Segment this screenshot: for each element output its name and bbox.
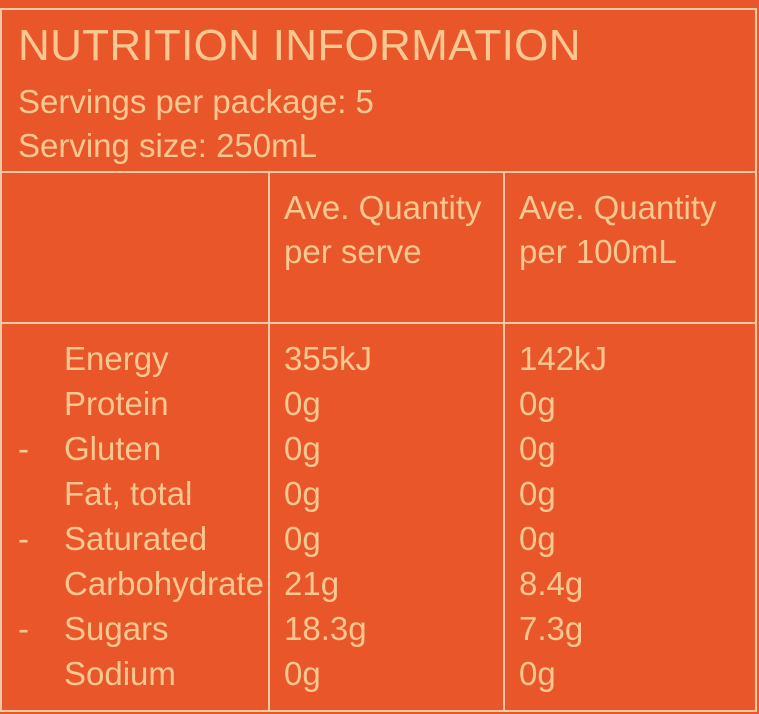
column-divider [268,173,270,712]
value-per-serve: 0g [284,475,321,512]
column-header-per-serve: Ave. Quantity per serve [284,189,482,270]
table-row: Protein 0g 0g [2,381,757,426]
nutrient-label: Energy [18,336,169,381]
column-divider [503,173,505,712]
nutrient-label: Fat, total [18,471,192,516]
table-row: Fat, total 0g 0g [2,471,757,516]
table-row: - Saturated 0g 0g [2,516,757,561]
nutrient-name: Protein [64,385,169,422]
nutrient-label: Protein [18,381,169,426]
value-per-serve: 0g [284,430,321,467]
panel-header: NUTRITION INFORMATION Servings per packa… [2,10,757,173]
panel-title: NUTRITION INFORMATION [18,21,581,70]
table-row: Sodium 0g 0g [2,651,757,696]
servings-per-package: Servings per package: 5 [18,83,374,120]
value-per-serve: 355kJ [284,340,373,377]
nutrient-name: Sugars [64,610,169,647]
nutrient-name: Carbohydrate [64,565,264,602]
nutrient-name: Sodium [64,655,176,692]
nutrient-name: Saturated [64,520,208,557]
value-per-serve: 0g [284,385,321,422]
nutrient-name: Gluten [64,430,162,467]
table-row: Carbohydrate 21g 8.4g [2,561,757,606]
value-per-serve: 0g [284,520,321,557]
column-header-per-100ml: Ave. Quantity per 100mL [519,189,717,270]
table-row: Energy 355kJ 142kJ [2,336,757,381]
value-per-serve: 0g [284,655,321,692]
table-row: - Sugars 18.3g 7.3g [2,606,757,651]
value-per-100ml: 8.4g [519,565,584,602]
nutrient-name: Energy [64,340,169,377]
nutrient-name: Fat, total [64,475,193,512]
header-divider [2,322,757,324]
sub-item-dash: - [18,430,29,467]
value-per-100ml: 0g [519,655,556,692]
serving-size: Serving size: 250mL [18,127,317,164]
nutrient-label: - Gluten [18,426,161,471]
table-row: - Gluten 0g 0g [2,426,757,471]
value-per-100ml: 0g [519,430,556,467]
value-per-100ml: 7.3g [519,610,584,647]
value-per-100ml: 0g [519,520,556,557]
sub-item-dash: - [18,520,29,557]
nutrient-label: - Saturated [18,516,207,561]
value-per-100ml: 0g [519,475,556,512]
nutrient-label: Carbohydrate [18,561,264,606]
value-per-serve: 18.3g [284,610,367,647]
nutrient-rows: Energy 355kJ 142kJ Protein 0g 0g - Gluten… [2,336,757,696]
value-per-100ml: 142kJ [519,340,608,377]
nutrient-label: - Sugars [18,606,169,651]
value-per-100ml: 0g [519,385,556,422]
sub-item-dash: - [18,610,29,647]
value-per-serve: 21g [284,565,340,602]
nutrient-label: Sodium [18,651,176,696]
nutrition-panel: NUTRITION INFORMATION Servings per packa… [0,8,757,712]
